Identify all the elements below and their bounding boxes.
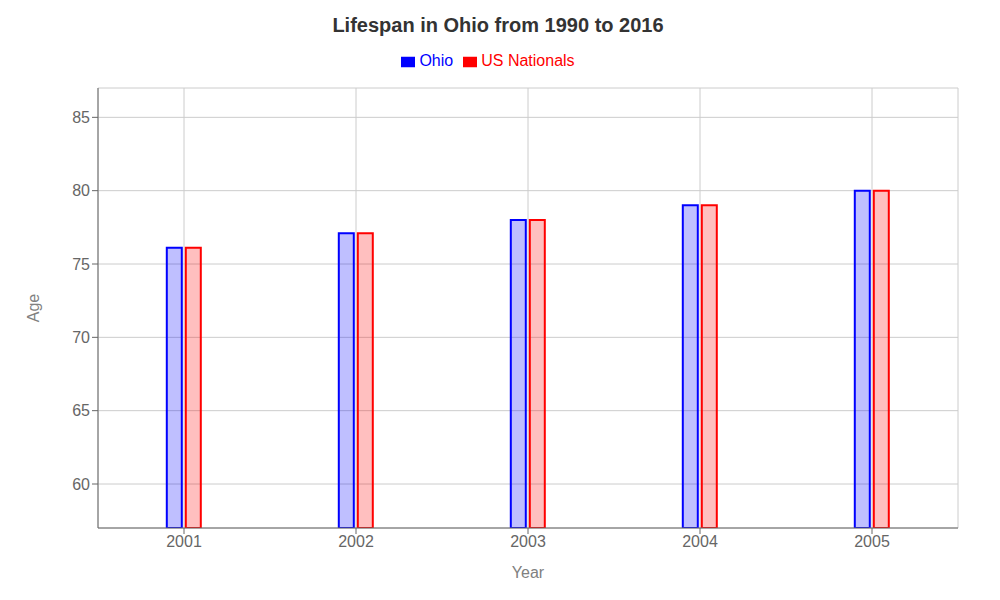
svg-text:75: 75 xyxy=(72,256,90,273)
svg-text:85: 85 xyxy=(72,109,90,126)
svg-text:Age: Age xyxy=(25,294,42,323)
svg-text:2001: 2001 xyxy=(166,533,202,550)
svg-text:2005: 2005 xyxy=(854,533,890,550)
svg-text:2004: 2004 xyxy=(682,533,718,550)
svg-text:80: 80 xyxy=(72,182,90,199)
svg-text:60: 60 xyxy=(72,476,90,493)
html-text:US Nationals: US Nationals xyxy=(481,52,575,69)
html-text:Lifespan in Ohio from 1990 to: Lifespan in Ohio from 1990 to 2016 xyxy=(332,14,664,36)
svg-text:Year: Year xyxy=(512,564,545,581)
svg-text:70: 70 xyxy=(72,329,90,346)
svg-text:2002: 2002 xyxy=(338,533,374,550)
html-text:Ohio: Ohio xyxy=(419,52,454,69)
svg-text:2003: 2003 xyxy=(510,533,546,550)
svg-text:65: 65 xyxy=(72,402,90,419)
